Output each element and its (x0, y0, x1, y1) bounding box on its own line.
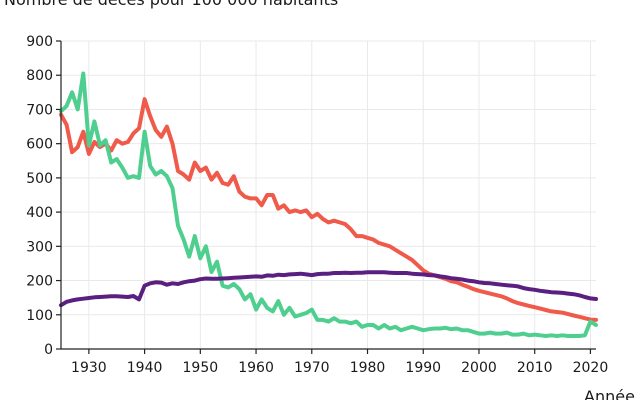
x-axis: 1930 1940 1950 1960 1970 1980 1990 2000 2010 2020 (71, 349, 608, 376)
y-tick-label: 900 (26, 34, 53, 50)
x-tick-label: 1990 (405, 360, 441, 376)
x-tick-label: 2000 (461, 360, 497, 376)
y-tick-label: 0 (44, 342, 53, 358)
y-tick-label: 400 (26, 205, 53, 221)
x-tick-label: 1950 (183, 360, 219, 376)
y-tick-label: 800 (26, 68, 53, 84)
series-line-0 (59, 97, 598, 322)
chart-title: Nombre de décès pour 100 000 habitants (4, 0, 338, 9)
x-tick-label: 2010 (517, 360, 553, 376)
grid-layer (61, 40, 596, 349)
y-tick-label: 200 (26, 274, 53, 290)
y-axis: 0 100 200 300 400 500 600 700 800 900 (26, 34, 61, 358)
series-layer (59, 71, 598, 338)
x-tick-label: 1960 (238, 360, 274, 376)
x-axis-label: Année (584, 387, 635, 400)
x-tick-label: 1930 (71, 360, 107, 376)
series-line-2 (59, 270, 598, 308)
x-tick-label: 2020 (573, 360, 609, 376)
y-tick-label: 100 (26, 308, 53, 324)
x-tick-label: 1970 (294, 360, 330, 376)
y-tick-label: 700 (26, 102, 53, 118)
series-line-1 (59, 71, 598, 338)
y-tick-label: 500 (26, 171, 53, 187)
x-tick-label: 1980 (350, 360, 386, 376)
y-tick-label: 600 (26, 137, 53, 153)
y-tick-label: 300 (26, 239, 53, 255)
x-tick-label: 1940 (127, 360, 163, 376)
